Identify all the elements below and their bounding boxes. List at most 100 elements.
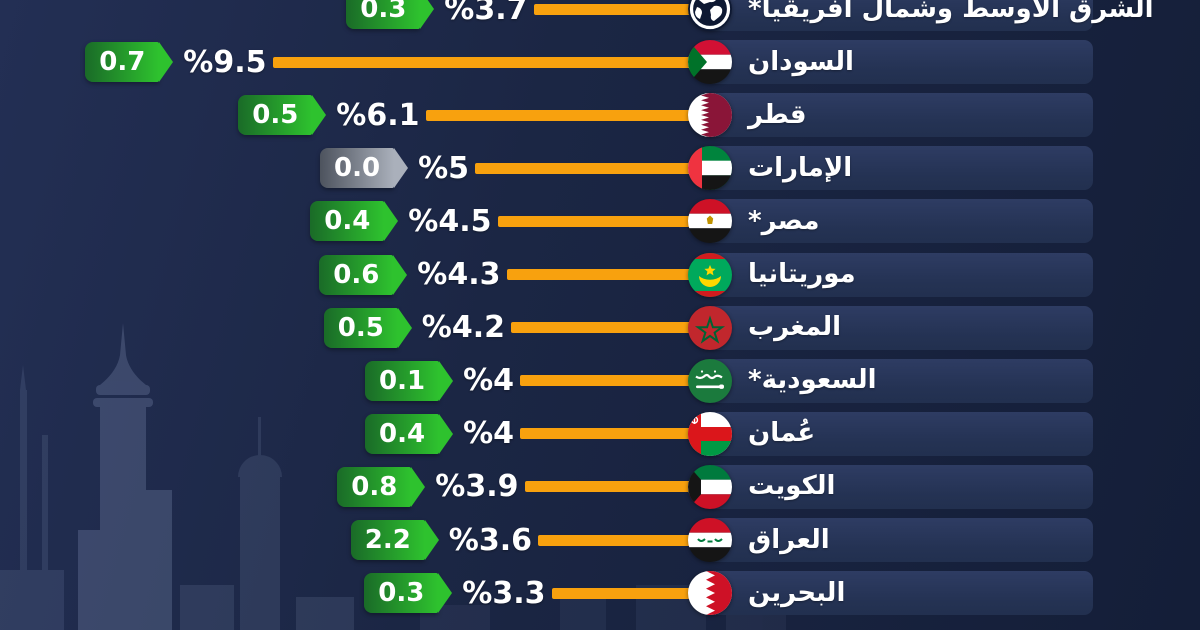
country-label-background — [705, 40, 1093, 85]
change-tag: 2.2 — [350, 520, 439, 560]
value-group: 2.2 %3.6 — [350, 514, 532, 567]
change-tag: 0.1 — [365, 360, 454, 401]
country-label-background — [705, 411, 1093, 456]
country-label-background — [705, 0, 1093, 31]
country-label-background — [705, 358, 1093, 403]
percent-value: %3.6 — [448, 522, 532, 558]
country-name: الإمارات — [748, 152, 853, 183]
percent-value: %3.3 — [462, 575, 546, 611]
country-row: مصر* 0.4 %4.5 — [0, 195, 1200, 248]
value-bar — [425, 109, 700, 121]
flag-morocco-icon — [688, 305, 732, 350]
value-bar — [272, 56, 700, 68]
value-group: 0.3 %3.7 — [346, 0, 528, 36]
country-label-background — [705, 464, 1093, 509]
country-row: السعودية* 0.1 %4 — [0, 354, 1200, 407]
change-tag: 0.5 — [238, 95, 327, 136]
change-value: 2.2 — [364, 525, 411, 555]
change-value: 0.4 — [324, 206, 371, 237]
flag-qatar-icon — [688, 93, 732, 138]
country-row: الإمارات 0.0 %5 — [0, 142, 1200, 195]
country-name: عُمان — [748, 418, 816, 449]
percent-value: %4.2 — [421, 310, 505, 346]
country-name: موريتانيا — [748, 259, 856, 289]
flag-bahrain-icon — [688, 571, 732, 616]
globe-icon — [688, 0, 732, 31]
percent-value: %9.5 — [183, 44, 267, 80]
country-name: السعودية* — [748, 365, 877, 396]
change-value: 0.3 — [378, 578, 425, 609]
country-row: البحرين 0.3 %3.3 — [0, 567, 1200, 620]
change-tag: 0.0 — [320, 148, 409, 189]
country-label-background — [705, 146, 1093, 191]
change-value: 0.7 — [99, 47, 146, 78]
country-name: الكويت — [748, 471, 836, 502]
percent-value: %4.5 — [408, 203, 492, 239]
country-label-background — [705, 199, 1093, 244]
change-value: 0.0 — [334, 153, 381, 184]
change-value: 0.8 — [351, 471, 398, 502]
country-row: العراق 2.2 %3.6 — [0, 514, 1200, 567]
value-group: 0.5 %4.2 — [323, 301, 505, 354]
value-bar — [497, 215, 700, 227]
country-label-background — [705, 518, 1093, 562]
country-label-background — [705, 571, 1093, 616]
change-tag: 0.5 — [323, 307, 412, 348]
percent-value: %3.7 — [444, 0, 528, 27]
change-tag: 0.8 — [337, 466, 426, 507]
country-row: قطر 0.5 %6.1 — [0, 89, 1200, 142]
value-group: 0.8 %3.9 — [337, 460, 519, 513]
value-bar — [524, 481, 700, 493]
change-tag: 0.6 — [319, 254, 408, 295]
value-group: 0.0 %5 — [320, 142, 469, 195]
flag-sudan-icon — [688, 40, 732, 85]
flag-iraq-icon — [688, 518, 732, 562]
percent-value: %5 — [418, 150, 469, 186]
percent-value: %6.1 — [336, 97, 420, 133]
value-group: 0.1 %4 — [365, 354, 514, 407]
country-row: السودان 0.7 %9.5 — [0, 36, 1200, 89]
country-name: مصر* — [748, 205, 820, 236]
percent-value: %3.9 — [435, 469, 519, 505]
change-tag: 0.3 — [346, 0, 435, 29]
country-name: السودان — [748, 46, 854, 77]
change-value: 0.5 — [252, 100, 299, 131]
value-bar — [506, 269, 700, 280]
country-row: عُمان 0.4 %4 — [0, 407, 1200, 460]
country-name: المغرب — [748, 312, 842, 343]
country-row: موريتانيا 0.6 %4.3 — [0, 248, 1200, 301]
flag-saudi-arabia-icon — [688, 358, 732, 403]
flag-mauritania-icon — [688, 252, 732, 297]
percent-value: %4 — [463, 416, 514, 452]
value-bar — [475, 162, 700, 174]
country-name: قطر — [748, 99, 807, 130]
change-tag: 0.7 — [85, 42, 174, 83]
value-bar — [511, 322, 700, 334]
country-label-background — [705, 93, 1093, 138]
percent-value: %4.3 — [417, 257, 501, 292]
value-group: 0.4 %4.5 — [310, 195, 492, 248]
value-group: 0.6 %4.3 — [319, 248, 501, 301]
country-row: الكويت 0.8 %3.9 — [0, 460, 1200, 513]
flag-egypt-icon — [688, 199, 732, 244]
flag-oman-icon — [688, 411, 732, 456]
change-tag: 0.3 — [364, 573, 453, 614]
country-name: العراق — [748, 524, 830, 555]
change-value: 0.5 — [337, 312, 384, 343]
country-name: البحرين — [748, 577, 846, 608]
value-bar — [520, 428, 700, 440]
country-row: الشرق الأوسط وشمال أفريقيا* 0.3 %3.7 — [0, 0, 1200, 36]
change-value: 0.6 — [333, 259, 380, 290]
change-tag: 0.4 — [365, 413, 454, 454]
change-value: 0.3 — [360, 0, 407, 24]
country-label-background — [705, 252, 1093, 297]
value-group: 0.7 %9.5 — [85, 36, 267, 89]
value-group: 0.5 %6.1 — [238, 89, 420, 142]
value-group: 0.3 %3.3 — [364, 567, 546, 620]
value-bar — [551, 587, 700, 599]
value-group: 0.4 %4 — [365, 407, 514, 460]
value-bar — [533, 3, 700, 15]
change-value: 0.1 — [379, 365, 426, 396]
